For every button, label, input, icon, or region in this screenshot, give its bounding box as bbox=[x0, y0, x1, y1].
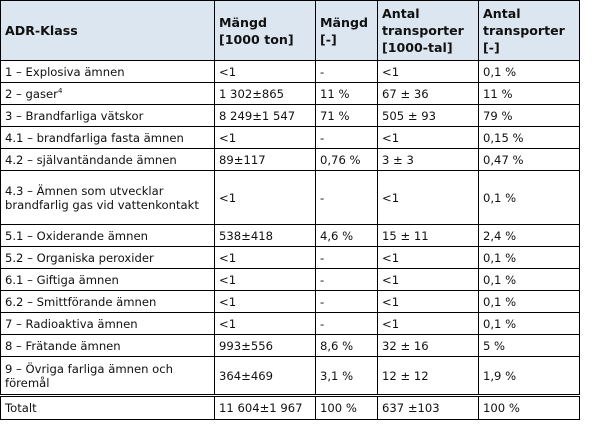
cell-mangd-pct: 0,76 % bbox=[315, 148, 378, 171]
cell-mangd-ton: <1 bbox=[214, 126, 316, 149]
cell-mangd-ton: 538±418 bbox=[214, 224, 316, 247]
table-row: 5.1 – Oxiderande ämnen 538±418 4,6 % 15 … bbox=[0, 224, 580, 247]
cell-mangd-pct: - bbox=[315, 60, 378, 83]
cell-mangd-pct: 8,6 % bbox=[315, 334, 378, 357]
cell-transporter: <1 bbox=[377, 126, 479, 149]
header-mangd-ton: Mängd [1000 ton] bbox=[214, 0, 316, 61]
table-row: 3 – Brandfarliga vätskor 8 249±1 547 71 … bbox=[0, 104, 580, 127]
header-adr-klass: ADR-Klass bbox=[0, 0, 215, 61]
cell-transporter-pct: 11 % bbox=[478, 82, 580, 105]
cell-mangd-ton: <1 bbox=[214, 312, 316, 335]
cell-transporter: <1 bbox=[377, 268, 479, 291]
adr-class-table: ADR-Klass Mängd [1000 ton] Mängd [-] Ant… bbox=[0, 0, 580, 420]
total-transporter-pct: 100 % bbox=[478, 394, 580, 420]
cell-klass: 7 – Radioaktiva ämnen bbox=[0, 312, 215, 335]
cell-klass: 3 – Brandfarliga vätskor bbox=[0, 104, 215, 127]
cell-transporter-pct: 2,4 % bbox=[478, 224, 580, 247]
cell-mangd-pct: 71 % bbox=[315, 104, 378, 127]
cell-klass: 9 – Övriga farliga ämnen och föremål bbox=[0, 356, 215, 396]
cell-klass: 1 – Explosiva ämnen bbox=[0, 60, 215, 83]
cell-mangd-ton: 1 302±865 bbox=[214, 82, 316, 105]
table-row: 7 – Radioaktiva ämnen <1 - <1 0,1 % bbox=[0, 312, 580, 335]
cell-transporter: 15 ± 11 bbox=[377, 224, 479, 247]
table-row: 8 – Frätande ämnen 993±556 8,6 % 32 ± 16… bbox=[0, 334, 580, 357]
cell-transporter-pct: 79 % bbox=[478, 104, 580, 127]
cell-mangd-pct: - bbox=[315, 246, 378, 269]
total-klass: Totalt bbox=[0, 394, 215, 420]
cell-transporter-pct: 5 % bbox=[478, 334, 580, 357]
cell-mangd-ton: 993±556 bbox=[214, 334, 316, 357]
cell-klass: 4.2 – självantändande ämnen bbox=[0, 148, 215, 171]
table-row: 1 – Explosiva ämnen <1 - <1 0,1 % bbox=[0, 60, 580, 83]
cell-transporter: 32 ± 16 bbox=[377, 334, 479, 357]
cell-transporter: 12 ± 12 bbox=[377, 356, 479, 396]
cell-transporter: <1 bbox=[377, 312, 479, 335]
cell-mangd-pct: - bbox=[315, 170, 378, 225]
cell-transporter-pct: 0,1 % bbox=[478, 246, 580, 269]
cell-mangd-pct: 3,1 % bbox=[315, 356, 378, 396]
cell-transporter: <1 bbox=[377, 290, 479, 313]
footnote-marker: 4 bbox=[57, 86, 63, 95]
table-row: 6.2 – Smittförande ämnen <1 - <1 0,1 % bbox=[0, 290, 580, 313]
total-transporter: 637 ±103 bbox=[377, 394, 479, 420]
total-row: Totalt 11 604±1 967 100 % 637 ±103 100 % bbox=[0, 394, 580, 420]
cell-mangd-ton: 364±469 bbox=[214, 356, 316, 396]
cell-transporter-pct: 0,1 % bbox=[478, 312, 580, 335]
table-row: 6.1 – Giftiga ämnen <1 - <1 0,1 % bbox=[0, 268, 580, 291]
cell-klass: 2 – gaser4 bbox=[0, 82, 215, 105]
cell-transporter-pct: 0,1 % bbox=[478, 268, 580, 291]
table-row: 2 – gaser4 1 302±865 11 % 67 ± 36 11 % bbox=[0, 82, 580, 105]
cell-klass: 4.1 – brandfarliga fasta ämnen bbox=[0, 126, 215, 149]
table-row: 4.3 – Ämnen som utvecklar brandfarlig ga… bbox=[0, 170, 580, 225]
header-transporter-pct: Antal transporter [-] bbox=[478, 0, 580, 61]
cell-mangd-pct: - bbox=[315, 126, 378, 149]
cell-transporter-pct: 0,47 % bbox=[478, 148, 580, 171]
cell-mangd-pct: - bbox=[315, 312, 378, 335]
cell-mangd-ton: <1 bbox=[214, 268, 316, 291]
cell-mangd-ton: <1 bbox=[214, 60, 316, 83]
cell-mangd-pct: 11 % bbox=[315, 82, 378, 105]
cell-transporter: <1 bbox=[377, 246, 479, 269]
cell-klass: 5.2 – Organiska peroxider bbox=[0, 246, 215, 269]
cell-transporter: 505 ± 93 bbox=[377, 104, 479, 127]
adr-table-container: ADR-Klass Mängd [1000 ton] Mängd [-] Ant… bbox=[0, 0, 580, 420]
cell-klass: 5.1 – Oxiderande ämnen bbox=[0, 224, 215, 247]
cell-mangd-ton: 8 249±1 547 bbox=[214, 104, 316, 127]
cell-mangd-pct: - bbox=[315, 268, 378, 291]
cell-mangd-ton: <1 bbox=[214, 290, 316, 313]
table-row: 4.2 – självantändande ämnen 89±117 0,76 … bbox=[0, 148, 580, 171]
cell-mangd-ton: 89±117 bbox=[214, 148, 316, 171]
table-row: 5.2 – Organiska peroxider <1 - <1 0,1 % bbox=[0, 246, 580, 269]
cell-klass: 6.2 – Smittförande ämnen bbox=[0, 290, 215, 313]
cell-klass: 6.1 – Giftiga ämnen bbox=[0, 268, 215, 291]
cell-transporter-pct: 0,1 % bbox=[478, 170, 580, 225]
header-row: ADR-Klass Mängd [1000 ton] Mängd [-] Ant… bbox=[0, 0, 580, 61]
table-row: 4.1 – brandfarliga fasta ämnen <1 - <1 0… bbox=[0, 126, 580, 149]
cell-transporter-pct: 0,1 % bbox=[478, 60, 580, 83]
total-mangd-ton: 11 604±1 967 bbox=[214, 394, 316, 420]
cell-transporter: 67 ± 36 bbox=[377, 82, 479, 105]
cell-mangd-pct: 4,6 % bbox=[315, 224, 378, 247]
cell-mangd-ton: <1 bbox=[214, 246, 316, 269]
cell-transporter: 3 ± 3 bbox=[377, 148, 479, 171]
cell-klass: 4.3 – Ämnen som utvecklar brandfarlig ga… bbox=[0, 170, 215, 225]
table-row: 9 – Övriga farliga ämnen och föremål 364… bbox=[0, 356, 580, 396]
header-mangd-pct: Mängd [-] bbox=[315, 0, 378, 61]
cell-transporter: <1 bbox=[377, 170, 479, 225]
total-mangd-pct: 100 % bbox=[315, 394, 378, 420]
cell-mangd-ton: <1 bbox=[214, 170, 316, 225]
cell-mangd-pct: - bbox=[315, 290, 378, 313]
cell-transporter-pct: 0,1 % bbox=[478, 290, 580, 313]
cell-klass: 8 – Frätande ämnen bbox=[0, 334, 215, 357]
header-transporter: Antal transporter [1000-tal] bbox=[377, 0, 479, 61]
cell-klass-text: 2 – gaser bbox=[5, 86, 58, 101]
cell-transporter-pct: 1,9 % bbox=[478, 356, 580, 396]
cell-transporter: <1 bbox=[377, 60, 479, 83]
cell-transporter-pct: 0,15 % bbox=[478, 126, 580, 149]
